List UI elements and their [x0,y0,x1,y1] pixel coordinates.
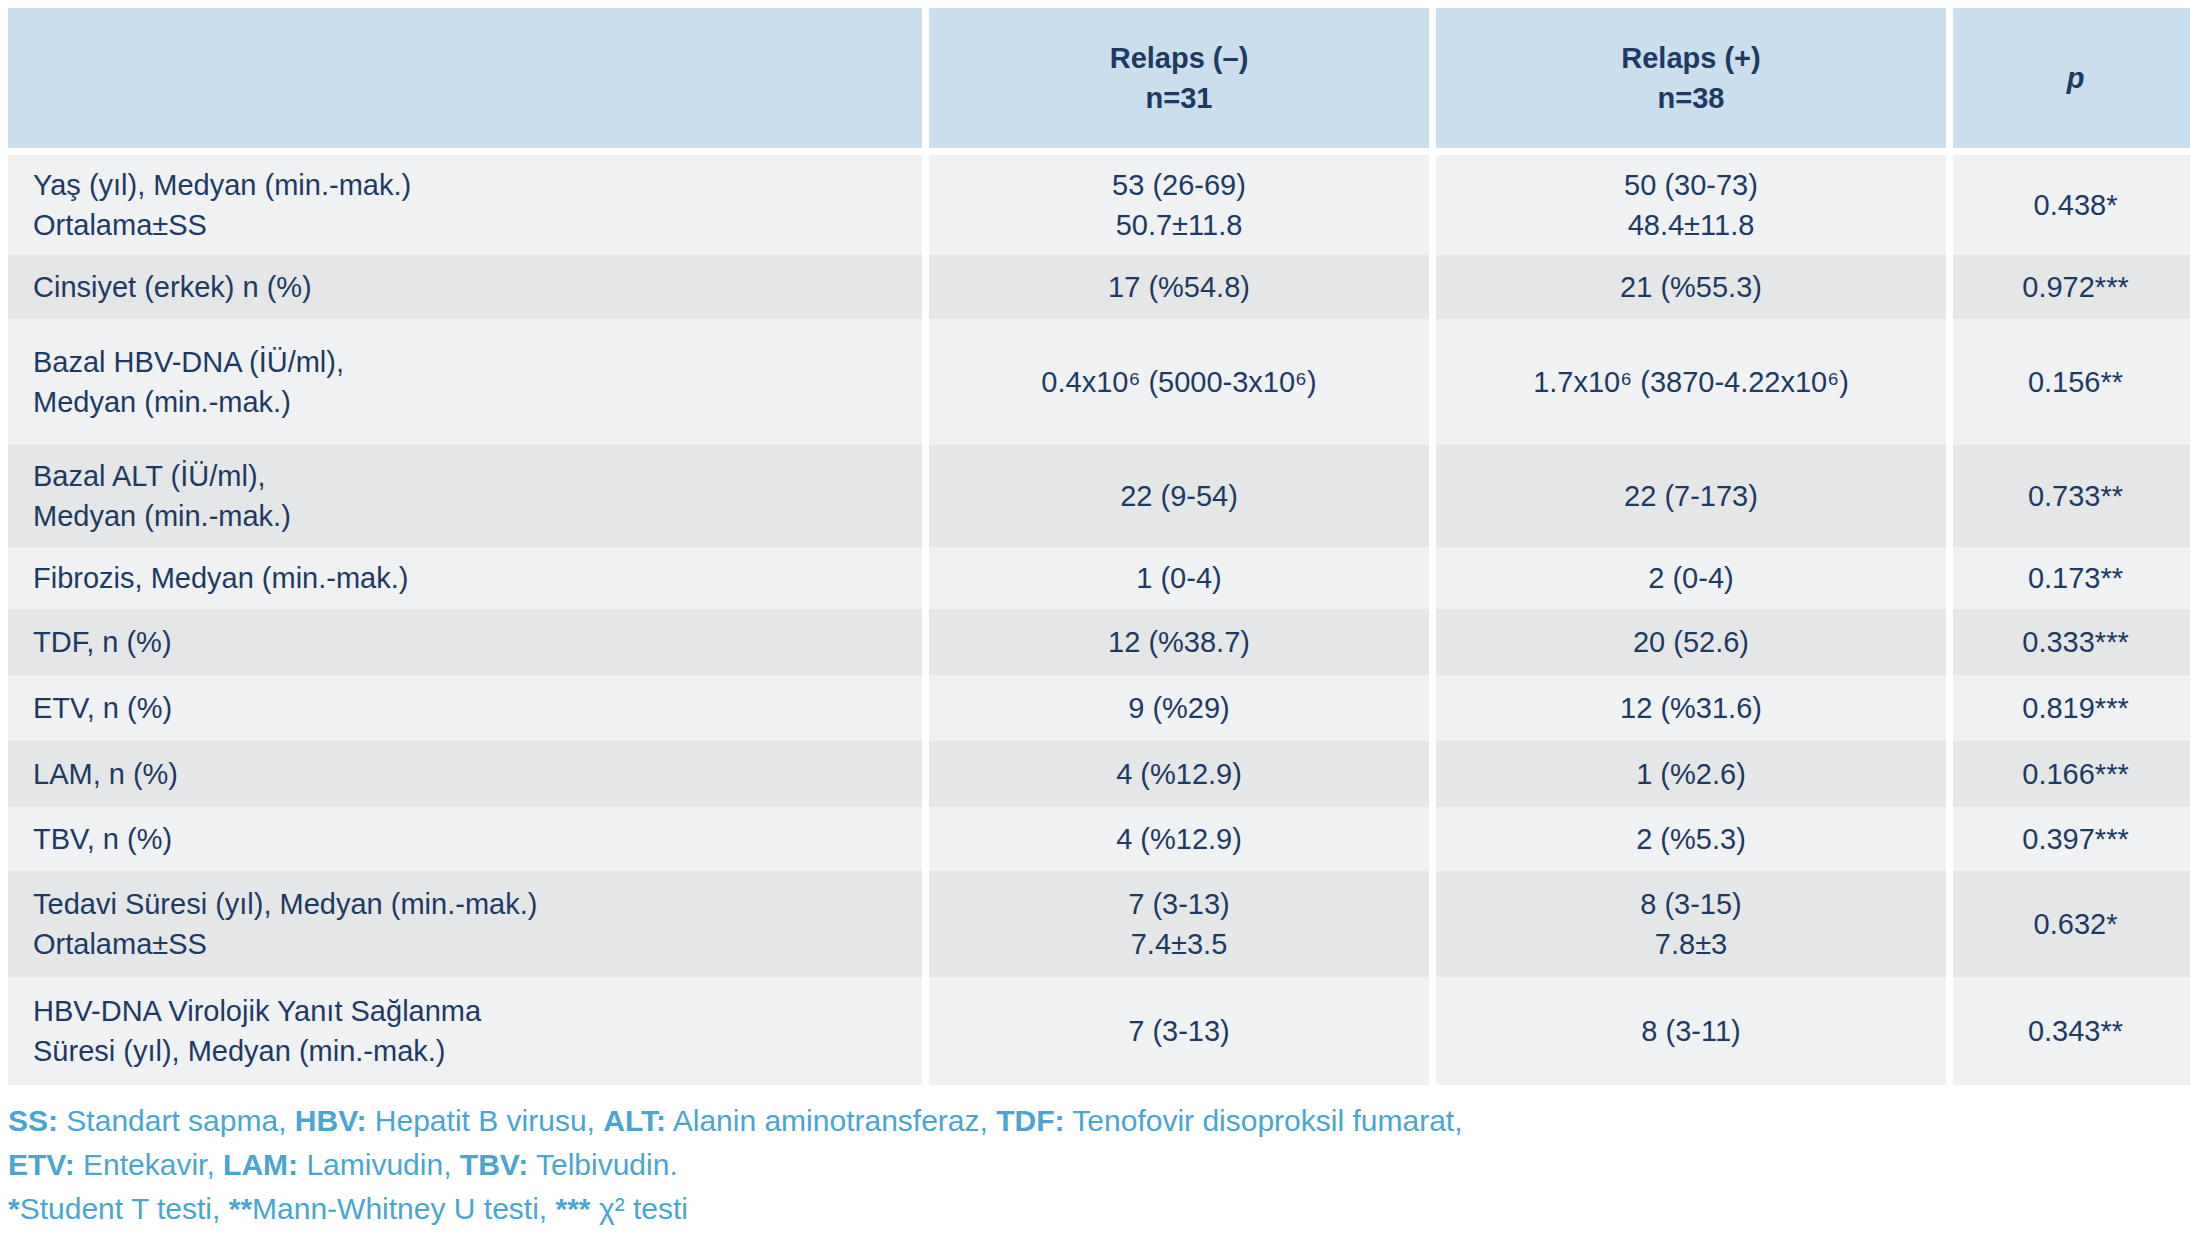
cell-p-value: 0.156** [1946,319,2190,445]
cell-relaps-negative: 17 (%54.8) [922,255,1429,319]
row-label: LAM, n (%) [8,741,922,807]
header-relaps-negative: Relaps (–) n=31 [922,8,1429,155]
cell-relaps-negative: 0.4x10⁶ (5000-3x10⁶) [922,319,1429,445]
cell-relaps-positive: 22 (7-173) [1429,445,1946,547]
row-label: Yaş (yıl), Medyan (min.-mak.) Ortalama±S… [8,155,922,255]
footnotes: SS: Standart sapma, HBV: Hepatit B virus… [8,1099,2190,1231]
cell-p-value: 0.166*** [1946,741,2190,807]
footnote-abbreviations-line-2: ETV: Entekavir, LAM: Lamivudin, TBV: Tel… [8,1143,2190,1187]
cell-relaps-positive: 20 (52.6) [1429,609,1946,675]
footnote-statistical-tests: *Student T testi, **Mann-Whitney U testi… [8,1187,2190,1231]
cell-relaps-negative: 12 (%38.7) [922,609,1429,675]
row-label: TDF, n (%) [8,609,922,675]
cell-p-value: 0.733** [1946,445,2190,547]
cell-p-value: 0.972*** [1946,255,2190,319]
cell-relaps-positive: 50 (30-73) 48.4±11.8 [1429,155,1946,255]
cell-p-value: 0.819*** [1946,675,2190,741]
row-label: HBV-DNA Virolojik Yanıt Sağlanma Süresi … [8,977,922,1085]
cell-relaps-negative: 9 (%29) [922,675,1429,741]
cell-relaps-positive: 1 (%2.6) [1429,741,1946,807]
cell-relaps-positive: 2 (%5.3) [1429,807,1946,871]
cell-relaps-negative: 4 (%12.9) [922,741,1429,807]
cell-relaps-positive: 2 (0-4) [1429,547,1946,609]
footnote-abbreviations-line-1: SS: Standart sapma, HBV: Hepatit B virus… [8,1099,2190,1143]
cell-p-value: 0.333*** [1946,609,2190,675]
comparison-table: Relaps (–) n=31 Relaps (+) n=38 p Yaş (y… [8,8,2190,1085]
row-label: Tedavi Süresi (yıl), Medyan (min.-mak.) … [8,871,922,977]
row-label: Bazal ALT (İÜ/ml), Medyan (min.-mak.) [8,445,922,547]
cell-relaps-negative: 22 (9-54) [922,445,1429,547]
cell-relaps-positive: 8 (3-15) 7.8±3 [1429,871,1946,977]
page: Relaps (–) n=31 Relaps (+) n=38 p Yaş (y… [0,8,2190,1245]
cell-p-value: 0.632* [1946,871,2190,977]
cell-relaps-positive: 8 (3-11) [1429,977,1946,1085]
row-label: TBV, n (%) [8,807,922,871]
cell-relaps-positive: 12 (%31.6) [1429,675,1946,741]
cell-p-value: 0.343** [1946,977,2190,1085]
cell-relaps-negative: 7 (3-13) 7.4±3.5 [922,871,1429,977]
header-relaps-positive: Relaps (+) n=38 [1429,8,1946,155]
cell-p-value: 0.397*** [1946,807,2190,871]
header-p-value: p [1946,8,2190,155]
row-label: Cinsiyet (erkek) n (%) [8,255,922,319]
cell-relaps-negative: 4 (%12.9) [922,807,1429,871]
cell-p-value: 0.438* [1946,155,2190,255]
row-label: Bazal HBV-DNA (İÜ/ml), Medyan (min.-mak.… [8,319,922,445]
cell-relaps-positive: 21 (%55.3) [1429,255,1946,319]
header-blank-cell [8,8,922,155]
cell-p-value: 0.173** [1946,547,2190,609]
row-label: Fibrozis, Medyan (min.-mak.) [8,547,922,609]
cell-relaps-negative: 53 (26-69) 50.7±11.8 [922,155,1429,255]
cell-relaps-positive: 1.7x10⁶ (3870-4.22x10⁶) [1429,319,1946,445]
row-label: ETV, n (%) [8,675,922,741]
cell-relaps-negative: 7 (3-13) [922,977,1429,1085]
cell-relaps-negative: 1 (0-4) [922,547,1429,609]
